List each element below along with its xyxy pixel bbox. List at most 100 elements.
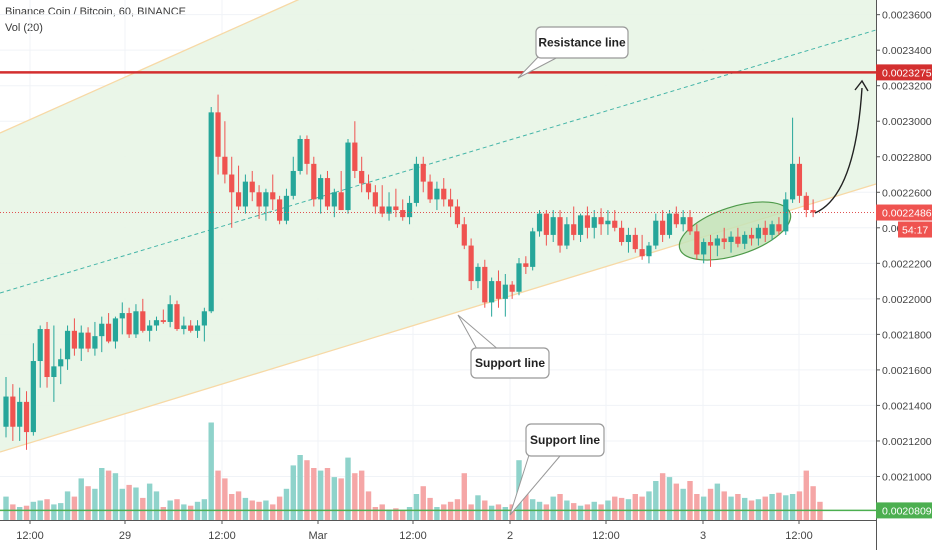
candle-body: [619, 227, 625, 243]
candle-body: [707, 242, 714, 246]
volume-bar: [659, 473, 666, 520]
volume-bar: [270, 504, 276, 520]
candle-body: [311, 163, 317, 200]
volume-bar: [769, 494, 775, 520]
candle-body: [92, 336, 98, 349]
price-channel: [0, 0, 895, 453]
candle-body: [666, 213, 673, 235]
candle-body: [290, 170, 296, 196]
volume-indicator-label: Vol (20): [5, 22, 43, 34]
candle-body: [147, 325, 153, 331]
candle-body: [406, 202, 413, 218]
y-tick-label: 0.0023000: [882, 116, 932, 128]
volume-bar: [181, 504, 187, 520]
volume-bar: [64, 491, 71, 520]
candle-body: [167, 304, 173, 322]
candle-body: [44, 329, 50, 378]
volume-bar: [625, 499, 632, 520]
volume-bar: [571, 503, 577, 520]
candle-body: [646, 245, 652, 257]
candle-body: [215, 112, 221, 157]
candle-body: [632, 234, 638, 250]
support-callout-upper-box: [470, 347, 550, 379]
volume-ma-badge: 0.0020809: [882, 505, 932, 517]
candle-body: [612, 220, 618, 228]
countdown-badge: 54:17: [902, 225, 928, 237]
candle-body: [126, 313, 132, 335]
volume-bar: [618, 497, 625, 520]
candles: [3, 94, 816, 450]
volume-bar: [153, 491, 160, 520]
candle-body: [762, 227, 768, 235]
volume-bar: [99, 468, 105, 520]
volume-bar: [810, 486, 816, 520]
candle-body: [160, 320, 166, 322]
volume-bar: [324, 468, 331, 520]
support-callout-upper: Support line: [457, 314, 550, 379]
volume-bar: [700, 496, 707, 520]
candle-body: [687, 217, 693, 232]
candle-body: [776, 224, 782, 232]
resistance-callout: Resistance line: [517, 26, 629, 79]
candle-body: [208, 112, 214, 312]
candle-body: [728, 236, 734, 243]
volume-bar: [311, 468, 317, 520]
candle-body: [502, 284, 508, 299]
axis-background: [876, 0, 932, 550]
candle-body: [400, 210, 406, 218]
candle-body: [249, 181, 255, 193]
volume-bar: [393, 508, 399, 520]
volume-bar: [454, 499, 461, 520]
support-callout-upper-pointer: [457, 314, 501, 352]
candle-body: [577, 215, 584, 235]
volume-bar: [297, 455, 303, 520]
candle-body: [263, 192, 269, 207]
volume-bar: [488, 505, 495, 520]
candle-body: [564, 224, 570, 246]
x-tick-label: Mar: [309, 530, 328, 542]
volume-bar: [201, 499, 208, 520]
candle-body: [37, 329, 43, 362]
volume-bar: [441, 504, 447, 520]
volume-bar: [400, 510, 406, 520]
volume-bar: [420, 486, 426, 520]
candle-body: [694, 231, 700, 255]
candle-body: [78, 332, 84, 349]
volume-bar: [51, 504, 57, 520]
candle-body: [345, 142, 351, 211]
volume-bar: [495, 504, 502, 520]
support-callout-lower-text: Support line: [530, 433, 600, 447]
candle-body: [660, 220, 666, 235]
volume-bar: [653, 481, 659, 520]
volume-bar: [345, 457, 351, 520]
candle-body: [17, 401, 23, 427]
volume-bar: [557, 494, 563, 520]
volume-bar: [762, 496, 768, 520]
volume-bar: [140, 497, 146, 520]
candle-body: [420, 163, 426, 182]
candle-body: [516, 263, 522, 292]
candle-body: [112, 318, 119, 342]
candle-body: [571, 224, 577, 235]
candle-body: [543, 213, 549, 235]
volume-bar: [71, 496, 78, 520]
candle-body: [475, 266, 481, 282]
volume-bar: [742, 497, 748, 520]
volume-bar: [222, 478, 228, 520]
volume-bar: [783, 495, 789, 520]
candle-body: [242, 181, 248, 207]
y-tick-label: 0.0021200: [882, 436, 932, 448]
candle-body: [796, 163, 803, 196]
candle-body: [3, 396, 9, 427]
candle-body: [106, 323, 112, 342]
x-tick-label: 12:00: [208, 530, 236, 542]
y-tick-label: 0.0021800: [882, 329, 932, 341]
volume-bar: [78, 478, 84, 520]
volume-bar: [796, 491, 803, 520]
volume-bar: [331, 477, 338, 520]
y-tick-label: 0.0022800: [882, 152, 932, 164]
candle-body: [413, 163, 419, 203]
candle-body: [509, 284, 515, 292]
volume-bar: [379, 504, 385, 520]
